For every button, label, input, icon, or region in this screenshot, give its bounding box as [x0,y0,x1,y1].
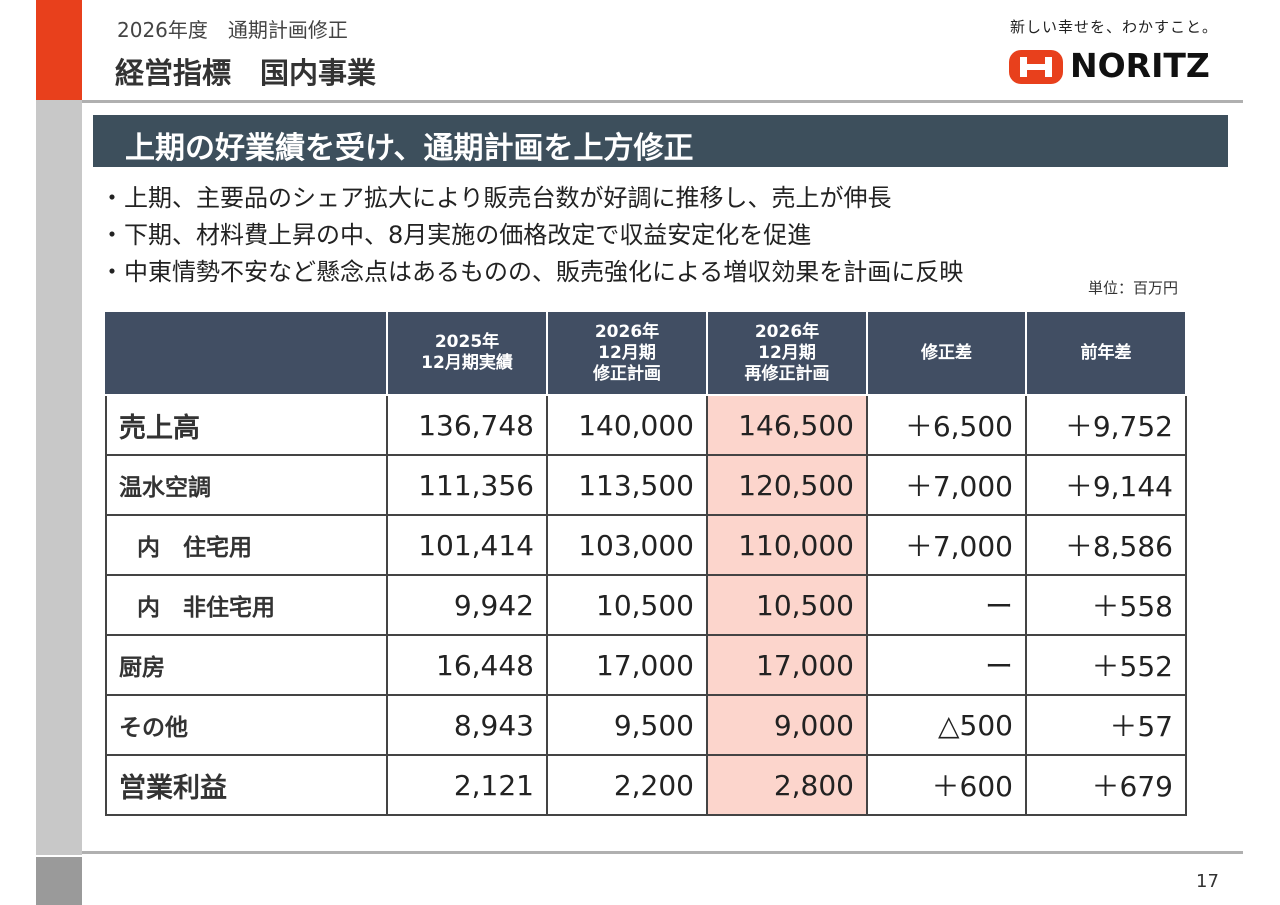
cell: 101,414 [386,514,548,576]
cell: ＋57 [1025,694,1187,756]
row-label: 厨房 [105,634,388,696]
table-row: 内 住宅用 101,414 103,000 110,000 ＋7,000 ＋8,586 [105,514,1187,576]
row-label: 営業利益 [105,754,388,816]
bullets: ・上期、主要品のシェア拡大により販売台数が好調に推移し、売上が伸長 ・下期、材料… [100,180,963,291]
table: 2025年 12月期実績 2026年 12月期 修正計画 2026年 12月期 再修… [105,310,1187,816]
table-row: その他 8,943 9,500 9,000 △500 ＋57 [105,694,1187,756]
cell: 146,500 [706,394,868,456]
logo-mark [1009,50,1063,84]
unit: 単位：百万円 [1088,279,1179,297]
cell: 8,943 [386,694,548,756]
row-label: 内 住宅用 [105,514,388,576]
cell: ＋7,000 [866,454,1027,516]
accent-bar [36,0,82,100]
title: 経営指標 国内事業 [115,56,377,90]
cell: ＋6,500 [866,394,1027,456]
cell: 103,000 [546,514,708,576]
table-row: 営業利益 2,121 2,200 2,800 ＋600 ＋679 [105,754,1187,816]
subtitle: 2026年度 通期計画修正 [117,18,348,42]
row-label: 内 非住宅用 [105,574,388,636]
cell: 140,000 [546,394,708,456]
cell: ＋558 [1025,574,1187,636]
cell: ＋552 [1025,634,1187,696]
table-row: 内 非住宅用 9,942 10,500 10,500 ー＋558 [105,574,1187,636]
cell: 2,200 [546,754,708,816]
table-row: 厨房 16,448 17,000 17,000 ー＋552 [105,634,1187,696]
bullet: ・中東情勢不安など懸念点はあるものの、販売強化による増収効果を計画に反映 [100,258,964,286]
cell: ＋9,144 [1025,454,1187,516]
banner-text: 上期の好業績を受け、通期計画を上方修正 [125,131,694,166]
table-row: 売上高 136,748 140,000 146,500 ＋6,500 ＋9,752 [105,394,1187,456]
bullet: ・下期、材料費上昇の中、8月実施の価格改定で収益安定化を促進 [100,221,812,249]
header-row: 2025年 12月期実績 2026年 12月期 修正計画 2026年 12月期 再修… [105,310,1187,396]
cell: 110,000 [706,514,868,576]
cell: 120,500 [706,454,868,516]
page-number: 17 [1196,871,1219,892]
header-cell: 2025年 12月期実績 [386,310,548,396]
cell: ー [866,634,1027,696]
row-label: 売上高 [105,394,388,456]
table-row: 温水空調 111,356 113,500 120,500 ＋7,000 ＋9,144 [105,454,1187,516]
bullet: ・上期、主要品のシェア拡大により販売台数が好調に推移し、売上が伸長 [100,184,892,212]
header-cell: 2026年 12月期 再修正計画 [706,310,868,396]
tagline: 新しい幸せを、わかすこと。 [1010,18,1219,36]
cell: 2,800 [706,754,868,816]
cell: ＋9,752 [1025,394,1187,456]
row-label: 温水空調 [105,454,388,516]
cell: ー [866,574,1027,636]
rule [82,100,1243,103]
cell: ＋7,000 [866,514,1027,576]
cell: 9,000 [706,694,868,756]
header-cell: 前年差 [1025,310,1187,396]
cell: 9,500 [546,694,708,756]
cell: 10,500 [546,574,708,636]
cell: ＋8,586 [1025,514,1187,576]
cell: 113,500 [546,454,708,516]
cell: 111,356 [386,454,548,516]
cell: ＋679 [1025,754,1187,816]
cell: 2,121 [386,754,548,816]
header-cell [105,310,388,396]
cell: 136,748 [386,394,548,456]
cell: 10,500 [706,574,868,636]
header-cell: 修正差 [866,310,1027,396]
cell: 16,448 [386,634,548,696]
cell: 9,942 [386,574,548,636]
cell: 17,000 [546,634,708,696]
rule [82,851,1243,854]
cell: 17,000 [706,634,868,696]
cell: ＋600 [866,754,1027,816]
cell: △500 [866,694,1027,756]
header-cell: 2026年 12月期 修正計画 [546,310,708,396]
banner: 上期の好業績を受け、通期計画を上方修正 [93,115,1228,167]
side-bar [36,100,82,855]
side-foot [36,857,82,905]
brand: NORITZ [1070,46,1210,85]
row-label: その他 [105,694,388,756]
